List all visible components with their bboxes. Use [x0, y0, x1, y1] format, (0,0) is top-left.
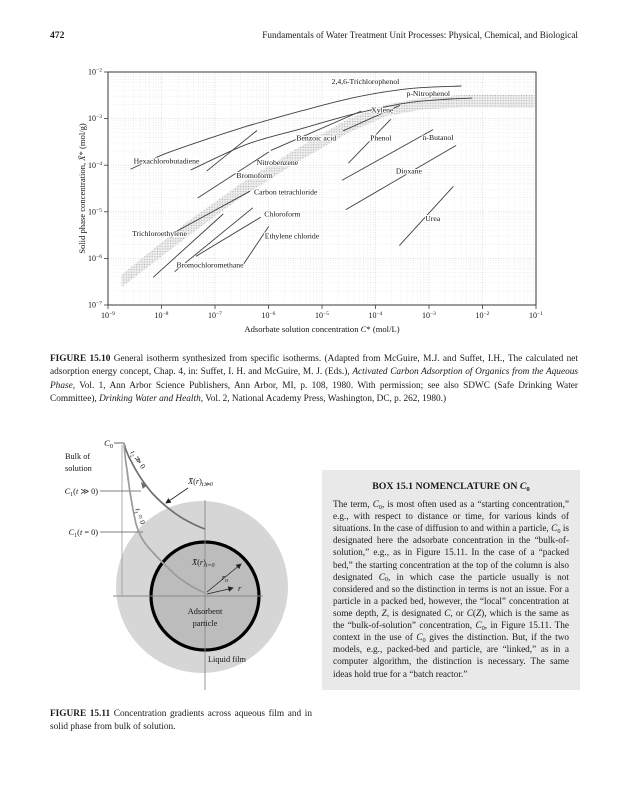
x-tick-label: 10−2 [476, 311, 490, 320]
compound-label-bromoform: Bromoform [236, 171, 272, 180]
isotherm-line-ethylene-chloride [241, 226, 269, 268]
isotherm-line-dioxane [345, 145, 457, 210]
box-15-1: BOX 15.1 NOMENCLATURE ON C0 The term, C0… [322, 470, 580, 690]
x-tick-label: 10−9 [101, 311, 115, 320]
figure-15-10-caption: FIGURE 15.10 General isotherm synthesize… [50, 354, 578, 404]
t1-label: t1 ≈ 0 [131, 507, 147, 526]
x-tick-label: 10−3 [422, 311, 436, 320]
x-far-label: X̄(r)t≫0 [187, 477, 213, 488]
x-tick-label: 10−7 [208, 311, 222, 320]
compound-label-carbon-tetrachloride: Carbon tetrachloride [254, 188, 318, 197]
curve-direction-arrowhead [140, 481, 148, 489]
page-header: 472 Fundamentals of Water Treatment Unit… [50, 30, 578, 41]
liquid-film-label: Liquid film [208, 655, 247, 664]
x-tick-label: 10−8 [155, 311, 169, 320]
box-heading: BOX 15.1 NOMENCLATURE ON C0 [372, 481, 530, 493]
x-tick-label: 10−1 [529, 311, 543, 320]
running-title: Fundamentals of Water Treatment Unit Pro… [262, 30, 578, 40]
y-tick-label: 10−4 [88, 161, 102, 170]
isotherm-line-xylene [342, 105, 401, 132]
compound-label-chloroform: Chloroform [264, 209, 300, 218]
compound-label-bromochloromethane: Bromochloromethane [176, 261, 244, 270]
isotherm-line-nitrobenzene [206, 130, 258, 172]
box-body: The term, C0, is most often used as a “s… [333, 500, 570, 680]
r-arrow [206, 586, 234, 595]
r0-arrow [206, 563, 242, 593]
compound-label-phenol: Phenol [370, 134, 391, 143]
c1-far-label: C1(t ≫ 0) [65, 487, 99, 498]
figure-15-11-caption: FIGURE 15.11 Concentration gradients acr… [50, 709, 312, 733]
adsorbent-particle-label-line1: Adsorbent [188, 607, 223, 616]
isotherm-line-bromoform [197, 151, 269, 199]
compound-label-dioxane: Dioxane [396, 167, 423, 176]
x-far-pointer-arrow [165, 487, 189, 504]
axis-ticks [104, 71, 537, 309]
x-tick-label: 10−6 [262, 311, 276, 320]
y-tick-label: 10−6 [88, 254, 102, 263]
general-isotherm-band [121, 94, 535, 288]
x-tick-label: 10−4 [369, 311, 383, 320]
compound-label-p-nitrophenol: p-Nitrophenol [407, 89, 451, 98]
x-zero-label: X̄(r)t=0 [191, 558, 215, 569]
r0-label: ro [222, 573, 228, 584]
c0-label: C0 [104, 438, 113, 450]
compound-label-benzoic-acid: Benzoic acid [296, 134, 336, 143]
y-tick-label: 10−5 [88, 207, 102, 216]
isotherm-chart: 10−9 10−8 10−7 10−6 10−5 10−4 10−3 10−2 10−1 10−2… [77, 68, 543, 334]
isotherm-line-bromochloromethane [174, 207, 253, 272]
isotherm-line-benzoic-acid [270, 110, 362, 151]
c1-zero-label: C1(t = 0) [69, 528, 99, 539]
compound-label-xylene: Xylene [371, 106, 394, 115]
isotherm-line-trichloroethylene [153, 213, 224, 278]
compound-label-ethylene-chloride: Ethylene chloride [265, 231, 320, 240]
isotherm-line-carbon-tetrachloride [169, 190, 251, 236]
isotherm-line-2-4-6-trichlorophenol [246, 85, 462, 127]
x-axis-label: Adsorbate solution concentration C* (mol… [244, 324, 399, 334]
isotherm-line-chloroform [195, 216, 261, 257]
adsorbent-particle-label-line2: particle [193, 619, 218, 628]
page-number: 472 [50, 30, 65, 41]
isotherm-line-urea [399, 186, 454, 246]
y-tick-label: 10−3 [88, 114, 102, 123]
y-axis-label: Solid phase concentration, X̄* (mol/g) [77, 123, 87, 254]
compound-label-urea: Urea [425, 214, 441, 223]
compound-label-2-4-6-trichlorophenol: 2,4,6-Trichlorophenol [332, 77, 400, 86]
concentration-curve-t-far [123, 442, 206, 530]
y-tick-label: 10−2 [88, 68, 102, 77]
compound-label-nitrobenzene: Nitrobenzene [257, 158, 299, 167]
r-label: r [238, 584, 242, 593]
compound-label-n-butanol: n-Butanol [423, 133, 454, 142]
bulk-of-solution-label-line2: solution [65, 464, 93, 473]
compound-label-trichloroethylene: Trichloroethylene [132, 229, 187, 238]
isotherm-line-phenol [348, 119, 391, 164]
y-tick-label: 10−7 [88, 301, 102, 310]
compound-label-hexachlorobutadiene: Hexachlorobutadiene [134, 156, 200, 165]
isotherm-line-hexachlorobutadiene [130, 125, 248, 170]
isotherm-line-n-butanol [341, 129, 434, 181]
x-tick-label: 10−5 [315, 311, 329, 320]
concentration-curve-t-zero [123, 442, 206, 594]
bulk-of-solution-label-line1: Bulk of [65, 452, 90, 461]
